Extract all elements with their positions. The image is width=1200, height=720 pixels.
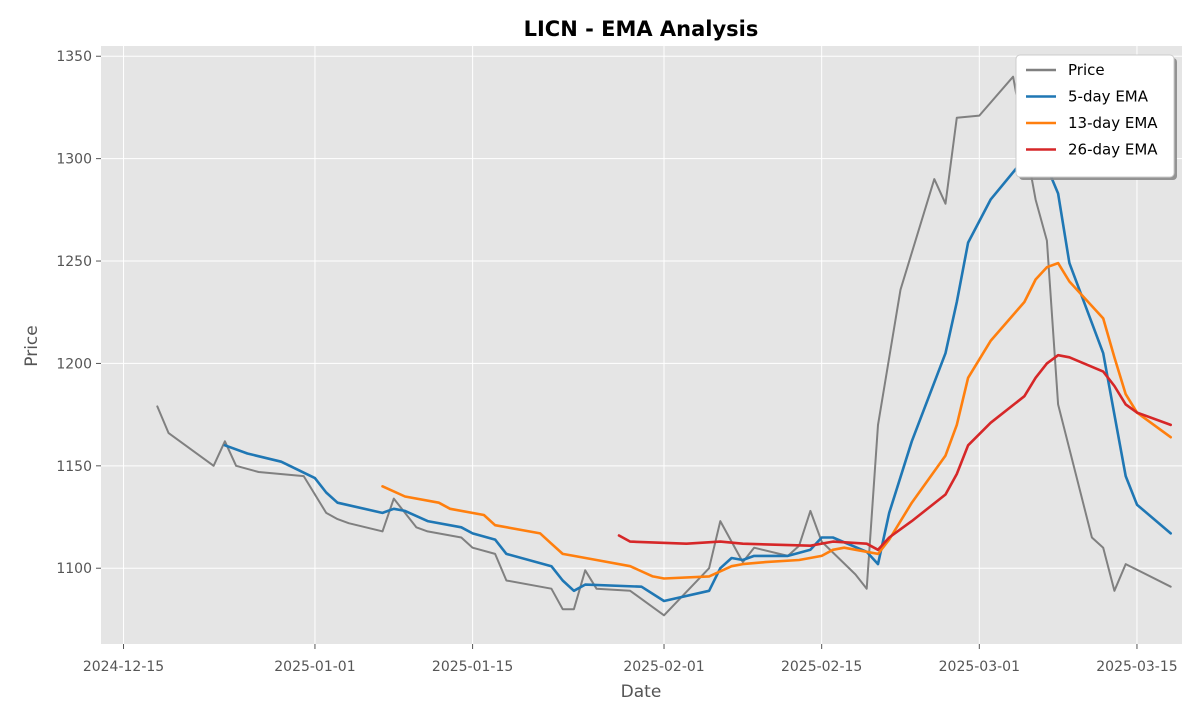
x-tick-label: 2025-01-01 [274,659,355,675]
x-tick-label: 2025-03-15 [1096,659,1177,675]
chart-title: LICN - EMA Analysis [524,17,759,41]
plot-area [101,46,1182,644]
legend-box [1015,54,1175,178]
x-tick-label: 2025-02-15 [781,659,862,675]
y-tick-label: 1150 [56,459,92,475]
legend-label: Price [1068,61,1105,79]
y-tick-label: 1100 [56,561,92,577]
x-tick-label: 2025-03-01 [939,659,1020,675]
x-tick-label: 2025-01-15 [432,659,513,675]
y-axis-label: Price [22,325,42,366]
y-tick-label: 1300 [56,152,92,168]
legend-label: 13-day EMA [1068,114,1158,132]
axis-ticks: 2024-12-15 2025-01-01 2025-01-15 2025-02-01… [56,49,1177,675]
y-tick-label: 1350 [56,49,92,65]
x-tick-label: 2025-02-01 [623,659,704,675]
y-tick-label: 1250 [56,254,92,270]
series-line-13-day-ema [381,261,1172,580]
y-tick-label: 1200 [56,356,92,372]
legend-label: 26-day EMA [1068,141,1158,159]
series-line-26-day-ema [617,353,1172,552]
legend-label: 5-day EMA [1068,88,1149,106]
x-axis-label: Date [621,682,662,702]
series-line-price [156,75,1172,617]
legend: Price 5-day EMA 13-day EMA 26-day EMA [1015,54,1177,180]
x-tick-label: 2024-12-15 [83,659,164,675]
grid-lines [101,46,1182,644]
